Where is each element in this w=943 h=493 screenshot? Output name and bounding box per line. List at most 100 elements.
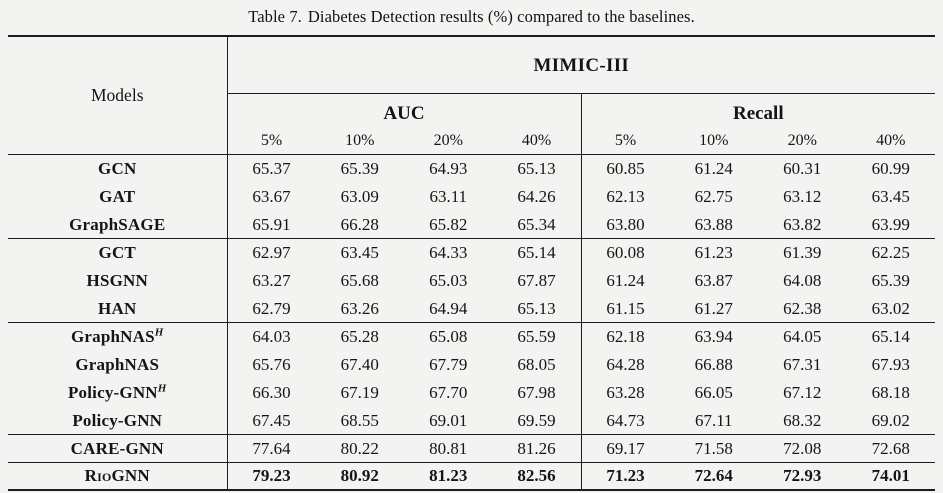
pct-header: 20% [404,128,493,155]
result-value: 71.58 [669,434,758,463]
result-value: 64.94 [404,294,493,323]
result-value: 60.99 [871,159,910,179]
result-value: 66.88 [694,355,733,374]
result-value: 80.81 [404,434,493,463]
models-column-header: Models [8,36,228,155]
result-value: 60.31 [783,159,822,179]
result-value: 67.19 [340,383,379,402]
result-value: 62.79 [227,294,316,323]
result-value: 63.45 [871,187,910,206]
table-caption-label: Table 7. [248,7,302,26]
result-value: 63.09 [340,187,379,206]
table-caption: Table 7. Diabetes Detection results (%) c… [0,7,943,27]
result-value: 65.08 [429,327,468,347]
result-value: 62.13 [580,182,670,211]
results-body: GCN 65.37 65.39 64.93 65.13 60.85 61.24 60.31 60… [8,154,936,490]
result-value: 64.73 [580,406,670,435]
header-row-dataset: Models MIMIC-III [8,36,936,155]
dataset-header: MIMIC-III [227,36,936,94]
result-value: 67.11 [669,406,758,435]
model-name: Policy-GNNH [8,378,228,407]
result-value: 63.27 [252,271,291,290]
result-value: 65.82 [404,210,493,239]
result-value: 68.55 [315,406,404,435]
result-value: 81.23 [429,466,468,486]
result-value: 67.31 [783,355,822,374]
result-value: 67.40 [340,355,379,374]
results-table: Models MIMIC-III AUC Recall 5% 10% 20% 4… [8,35,936,491]
pct-header: 10% [669,128,758,155]
result-value: 64.05 [783,327,822,347]
result-value: 65.91 [227,210,316,239]
model-superscript: H [154,326,164,339]
result-value: 65.59 [517,327,556,347]
result-value: 69.02 [846,406,936,435]
result-value: 65.37 [252,159,291,179]
result-value: 72.93 [783,466,822,486]
table-row: GCN 65.37 65.39 64.93 65.13 60.85 61.24 60.31 60… [8,154,935,183]
result-value: 61.39 [783,243,822,263]
result-value: 62.25 [871,243,910,263]
result-value: 72.08 [758,434,847,463]
result-value: 66.30 [252,383,291,402]
result-value: 61.24 [694,159,733,179]
result-value: 65.34 [492,210,581,239]
result-value: 79.23 [252,466,291,486]
result-value: 67.79 [429,355,468,374]
result-value: 64.93 [429,159,468,179]
result-value: 64.26 [517,187,556,206]
header-row-percentages: 5% 10% 20% 40% 5% 10% 20% 40% [8,128,936,155]
pct-header: 20% [758,128,847,155]
result-value: 67.70 [429,383,468,402]
result-value: 63.94 [694,327,733,347]
result-value: 65.28 [340,327,379,347]
model-name: RioGNN [8,462,228,490]
pct-header: 40% [492,128,581,155]
recall-group-header: Recall [580,93,936,128]
result-value: 63.02 [846,294,936,323]
result-value: 69.59 [492,406,581,435]
result-value: 62.97 [252,243,291,263]
result-value: 61.27 [669,294,758,323]
result-value: 67.93 [871,355,910,374]
table-caption-text: Diabetes Detection results (%) compared … [307,7,695,26]
result-value: 60.85 [580,154,670,183]
auc-group-header: AUC [383,102,425,124]
result-value: 80.92 [340,466,379,486]
result-value: 62.38 [758,294,847,323]
result-value: 77.64 [227,434,316,463]
pct-header: 10% [315,128,404,155]
table-row: GraphSAGE 65.91 66.28 65.82 65.34 63.80 63.88 6… [8,210,936,239]
result-value: 80.22 [315,434,404,463]
result-value: 67.12 [783,383,822,402]
model-name: GAT [8,182,228,211]
result-value: 63.99 [846,210,936,239]
result-value: 63.88 [669,210,758,239]
result-value: 65.13 [517,159,556,179]
model-name: GraphNAS [8,350,228,379]
table-row: GAT 63.67 63.09 63.11 64.26 62.13 62.75 63.12 63… [8,182,935,211]
table-row: GraphNAS 65.76 67.40 67.79 68.05 64.28 66.88 67… [8,350,935,379]
result-value: 63.67 [252,187,291,206]
result-value: 64.03 [252,327,291,347]
result-value: 65.13 [492,294,581,323]
table-row: GCT 62.97 63.45 64.33 65.14 60.08 61.23 61.39 62… [8,238,935,267]
header-row-metrics: AUC Recall [8,93,936,128]
result-value: 63.82 [758,210,847,239]
result-value: 72.68 [846,434,936,463]
model-name: Policy-GNN [8,406,228,435]
pct-header: 5% [580,128,670,155]
table-row: HSGNN 63.27 65.68 65.03 67.87 61.24 63.87 64.08… [8,266,935,295]
result-value: 68.32 [758,406,847,435]
result-value: 63.80 [580,210,670,239]
result-value: 63.12 [783,187,822,206]
result-value: 65.68 [340,271,379,290]
result-value: 65.39 [871,271,910,290]
model-name: HSGNN [8,266,228,295]
result-value: 69.17 [580,434,670,463]
result-value: 65.76 [252,355,291,374]
table-row: CARE-GNN 77.64 80.22 80.81 81.26 69.17 71.58 72… [8,434,936,463]
result-value: 64.08 [783,271,822,290]
result-value: 61.23 [694,243,733,263]
result-value: 82.56 [517,466,556,486]
